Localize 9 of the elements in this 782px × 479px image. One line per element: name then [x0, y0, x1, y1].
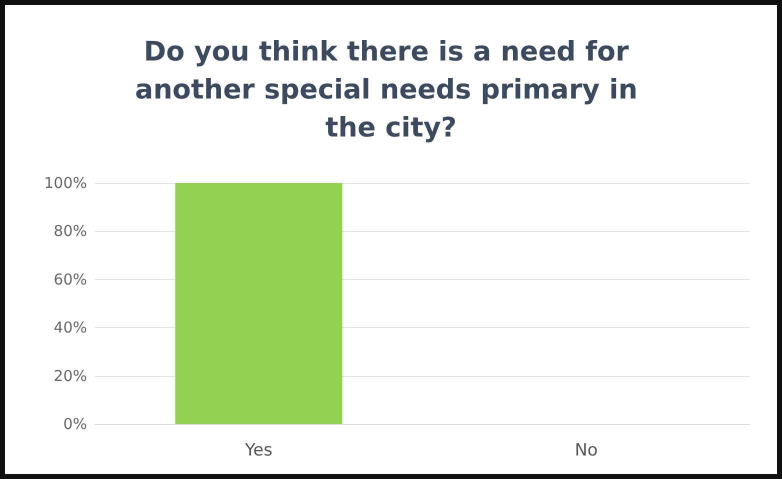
- y-tick-label: 80%: [54, 222, 87, 240]
- chart-title: Do you think there is a need for another special needs primary in the city?: [134, 36, 648, 144]
- y-tick-label: 0%: [63, 415, 87, 433]
- y-tick-label: 20%: [54, 366, 87, 385]
- y-tick-label: 100%: [44, 174, 87, 192]
- y-tick-label: 40%: [54, 318, 87, 337]
- y-tick-label: 60%: [54, 270, 87, 288]
- x-tick-label: Yes: [244, 440, 273, 460]
- x-tick-label: No: [574, 440, 598, 460]
